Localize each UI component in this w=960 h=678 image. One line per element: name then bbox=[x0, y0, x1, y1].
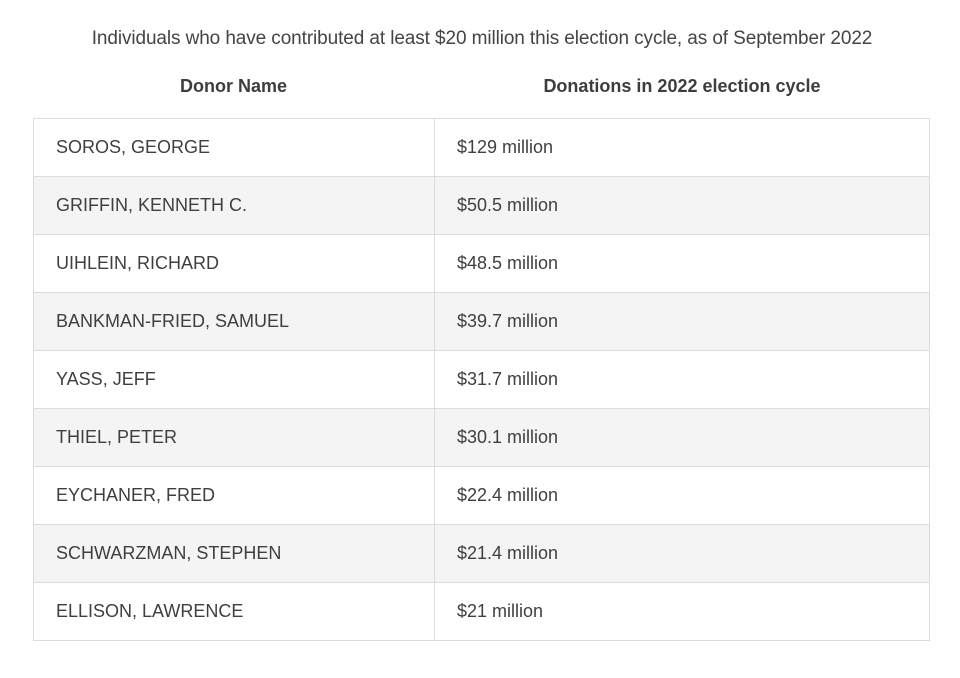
donation-amount-cell: $48.5 million bbox=[434, 234, 930, 293]
column-header-donor-name: Donor Name bbox=[179, 76, 287, 96]
donor-name-cell: GRIFFIN, KENNETH C. bbox=[33, 176, 435, 235]
donation-amount-cell: $21.4 million bbox=[434, 524, 930, 583]
donation-amount-cell: $39.7 million bbox=[434, 292, 930, 351]
table-row: EYCHANER, FRED $22.4 million bbox=[33, 466, 930, 525]
table-row: THIEL, PETER $30.1 million bbox=[33, 408, 930, 467]
table-caption: Individuals who have contributed at leas… bbox=[91, 28, 873, 49]
donor-name-cell: UIHLEIN, RICHARD bbox=[33, 234, 435, 293]
donation-amount-cell: $31.7 million bbox=[434, 350, 930, 409]
table-row: SCHWARZMAN, STEPHEN $21.4 million bbox=[33, 524, 930, 583]
donor-name-cell: SCHWARZMAN, STEPHEN bbox=[33, 524, 435, 583]
table-row: UIHLEIN, RICHARD $48.5 million bbox=[33, 234, 930, 293]
donation-amount-cell: $30.1 million bbox=[434, 408, 930, 467]
table-row: SOROS, GEORGE $129 million bbox=[33, 118, 930, 177]
donors-table: SOROS, GEORGE $129 million GRIFFIN, KENN… bbox=[33, 118, 930, 641]
table-row: BANKMAN-FRIED, SAMUEL $39.7 million bbox=[33, 292, 930, 351]
donation-amount-cell: $21 million bbox=[434, 582, 930, 641]
table-row: GRIFFIN, KENNETH C. $50.5 million bbox=[33, 176, 930, 235]
donor-name-cell: BANKMAN-FRIED, SAMUEL bbox=[33, 292, 435, 351]
donor-name-cell: EYCHANER, FRED bbox=[33, 466, 435, 525]
donation-amount-cell: $22.4 million bbox=[434, 466, 930, 525]
table-row: YASS, JEFF $31.7 million bbox=[33, 350, 930, 409]
donor-name-cell: YASS, JEFF bbox=[33, 350, 435, 409]
donation-amount-cell: $129 million bbox=[434, 118, 930, 177]
donor-name-cell: SOROS, GEORGE bbox=[33, 118, 435, 177]
column-header-donations: Donations in 2022 election cycle bbox=[543, 76, 821, 96]
table-header: Donor Name Donations in 2022 election cy… bbox=[33, 76, 930, 104]
donor-name-cell: THIEL, PETER bbox=[33, 408, 435, 467]
donation-amount-cell: $50.5 million bbox=[434, 176, 930, 235]
donor-name-cell: ELLISON, LAWRENCE bbox=[33, 582, 435, 641]
table-row: ELLISON, LAWRENCE $21 million bbox=[33, 582, 930, 641]
